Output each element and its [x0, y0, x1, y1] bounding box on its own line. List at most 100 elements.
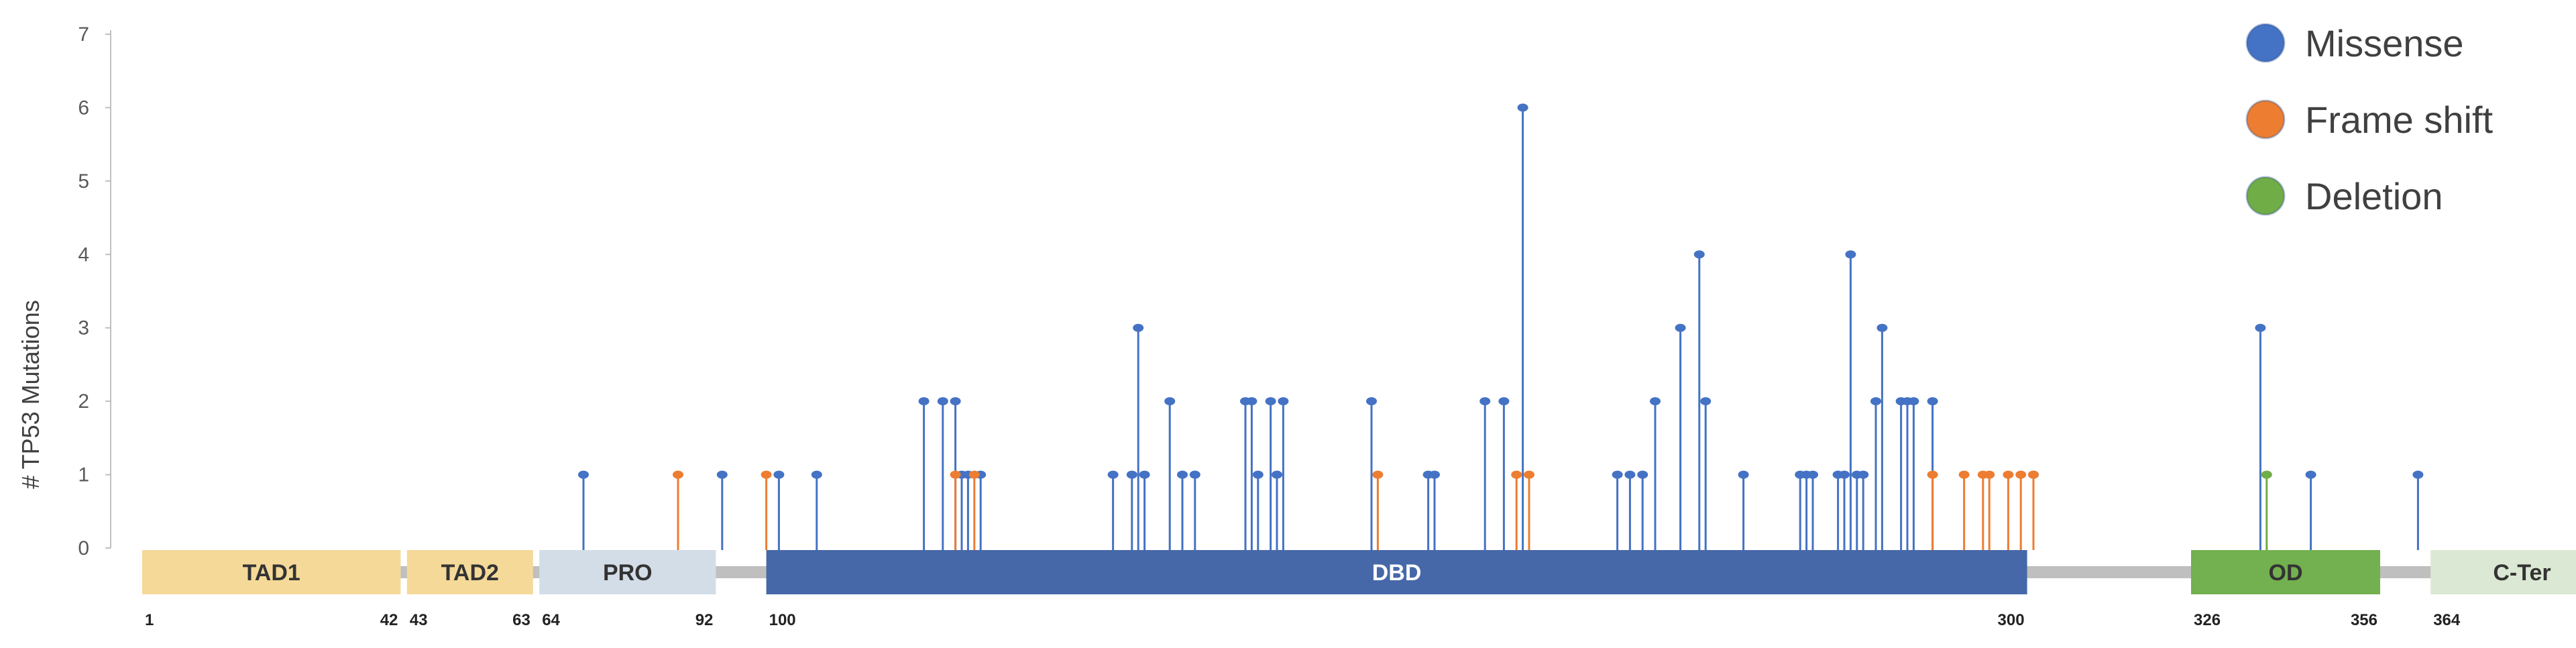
y-tick-label-0: 0 — [78, 537, 89, 559]
legend-marker-frame-shift — [2245, 99, 2286, 140]
domain-c-ter — [2430, 550, 2576, 594]
domain-end-label-tad2: 63 — [512, 611, 530, 629]
missense-point-217 — [1498, 397, 1510, 406]
domain-start-label-dbd: 100 — [769, 611, 796, 629]
frame-shift-point-301 — [2028, 470, 2039, 479]
deletion-point-338 — [2261, 470, 2272, 479]
frame-shift-point-285 — [1927, 470, 1938, 479]
missense-point-345 — [2305, 470, 2316, 479]
missense-point-125 — [918, 397, 930, 406]
y-tick-label-2: 2 — [78, 390, 89, 413]
domain-end-label-tad1: 42 — [380, 611, 398, 629]
domain-tad1 — [142, 550, 401, 594]
frame-shift-point-290 — [1958, 470, 1970, 479]
y-tick-label-4: 4 — [78, 244, 89, 266]
frame-shift-point-294 — [1984, 470, 1995, 479]
mutation-stems — [582, 107, 2419, 550]
domain-start-label-tad2: 43 — [410, 611, 428, 629]
y-tick-label-6: 6 — [78, 97, 89, 119]
frame-shift-point-219 — [1511, 470, 1522, 479]
missense-point-158 — [1126, 470, 1137, 479]
missense-point-285 — [1927, 397, 1938, 406]
domain-label-dbd: DBD — [1372, 560, 1422, 586]
missense-point-206 — [1429, 470, 1440, 479]
y-tick-label-3: 3 — [78, 317, 89, 339]
legend-label-missense: Missense — [2305, 22, 2464, 64]
y-tick-label-5: 5 — [78, 170, 89, 193]
missense-point-128 — [937, 397, 948, 406]
domain-end-label-od: 356 — [2351, 611, 2377, 629]
domain-label-tad2: TAD2 — [441, 560, 499, 586]
domain-start-label-pro: 64 — [542, 611, 560, 629]
missense-point-177 — [1246, 397, 1257, 406]
missense-point-181 — [1272, 470, 1282, 479]
missense-point-237 — [1624, 470, 1636, 479]
domain-position-labels: 14243636492100300326356364393 — [145, 611, 2461, 629]
domain-dbd — [766, 550, 2027, 594]
domain-pro — [539, 550, 716, 594]
frame-shift-point-133 — [968, 470, 980, 479]
missense-point-241 — [1650, 397, 1661, 406]
missense-point-271 — [1839, 470, 1850, 479]
missense-point-159 — [1133, 323, 1144, 332]
y-axis-label: # TP53 Mutations — [17, 300, 44, 489]
domain-label-pro: PRO — [603, 560, 653, 586]
missense-point-255 — [1738, 470, 1749, 479]
domain-start-label-tad1: 1 — [145, 611, 154, 629]
frame-shift-point-197 — [1372, 470, 1384, 479]
missense-point-108 — [811, 470, 822, 479]
legend-label-frame-shift: Frame shift — [2305, 99, 2493, 141]
missense-point-130 — [950, 397, 961, 406]
frame-shift-point-130 — [950, 470, 961, 479]
domain-end-label-pro: 92 — [695, 611, 714, 629]
missense-point-277 — [1877, 323, 1888, 332]
missense-point-362 — [2412, 470, 2424, 479]
missense-point-160 — [1139, 470, 1150, 479]
missense-point-164 — [1164, 397, 1176, 406]
legend-label-deletion: Deletion — [2305, 175, 2443, 217]
domain-start-label-od: 326 — [2194, 611, 2221, 629]
missense-point-102 — [773, 470, 785, 479]
frame-shift-point-221 — [1524, 470, 1534, 479]
missense-point-249 — [1700, 397, 1712, 406]
protein-domains: TAD1 TAD2 PRO DBD OD C-Ter — [142, 550, 2576, 594]
y-tick-label-7: 7 — [78, 23, 89, 46]
missense-point-272 — [1845, 250, 1856, 259]
missense-point-196 — [1366, 397, 1377, 406]
missense-point-282 — [1908, 397, 1919, 406]
missense-point-239 — [1637, 470, 1648, 479]
missense-point-155 — [1107, 470, 1119, 479]
missense-point-214 — [1479, 397, 1491, 406]
missense-point-93 — [716, 470, 728, 479]
frame-shift-point-297 — [2003, 470, 2014, 479]
missense-point-168 — [1189, 470, 1200, 479]
missense-point-248 — [1693, 250, 1705, 259]
missense-point-245 — [1675, 323, 1686, 332]
missense-point-166 — [1177, 470, 1188, 479]
missense-point-71 — [578, 470, 589, 479]
missense-point-220 — [1517, 103, 1528, 112]
missense-point-276 — [1870, 397, 1881, 406]
domain-label-tad1: TAD1 — [243, 560, 300, 586]
missense-point-274 — [1858, 470, 1869, 479]
legend: Missense Frame shift Deletion — [2245, 22, 2493, 217]
domain-label-c-ter: C-Ter — [2493, 560, 2551, 586]
missense-point-182 — [1278, 397, 1289, 406]
domain-start-label-c-ter: 364 — [2433, 611, 2461, 629]
missense-point-180 — [1265, 397, 1276, 406]
legend-marker-missense — [2245, 23, 2286, 63]
frame-shift-point-100 — [761, 470, 772, 479]
legend-marker-deletion — [2245, 176, 2286, 216]
domain-end-label-dbd: 300 — [1998, 611, 2025, 629]
domain-label-od: OD — [2269, 560, 2303, 586]
mutation-heads — [578, 103, 2424, 479]
domain-tad2 — [406, 550, 533, 594]
missense-point-337 — [2255, 323, 2266, 332]
frame-shift-point-86 — [673, 470, 683, 479]
y-axis: 0 1 2 3 4 5 6 7 — [78, 23, 111, 559]
missense-point-266 — [1807, 470, 1818, 479]
missense-point-235 — [1612, 470, 1623, 479]
domain-od — [2191, 550, 2380, 594]
missense-point-178 — [1252, 470, 1264, 479]
